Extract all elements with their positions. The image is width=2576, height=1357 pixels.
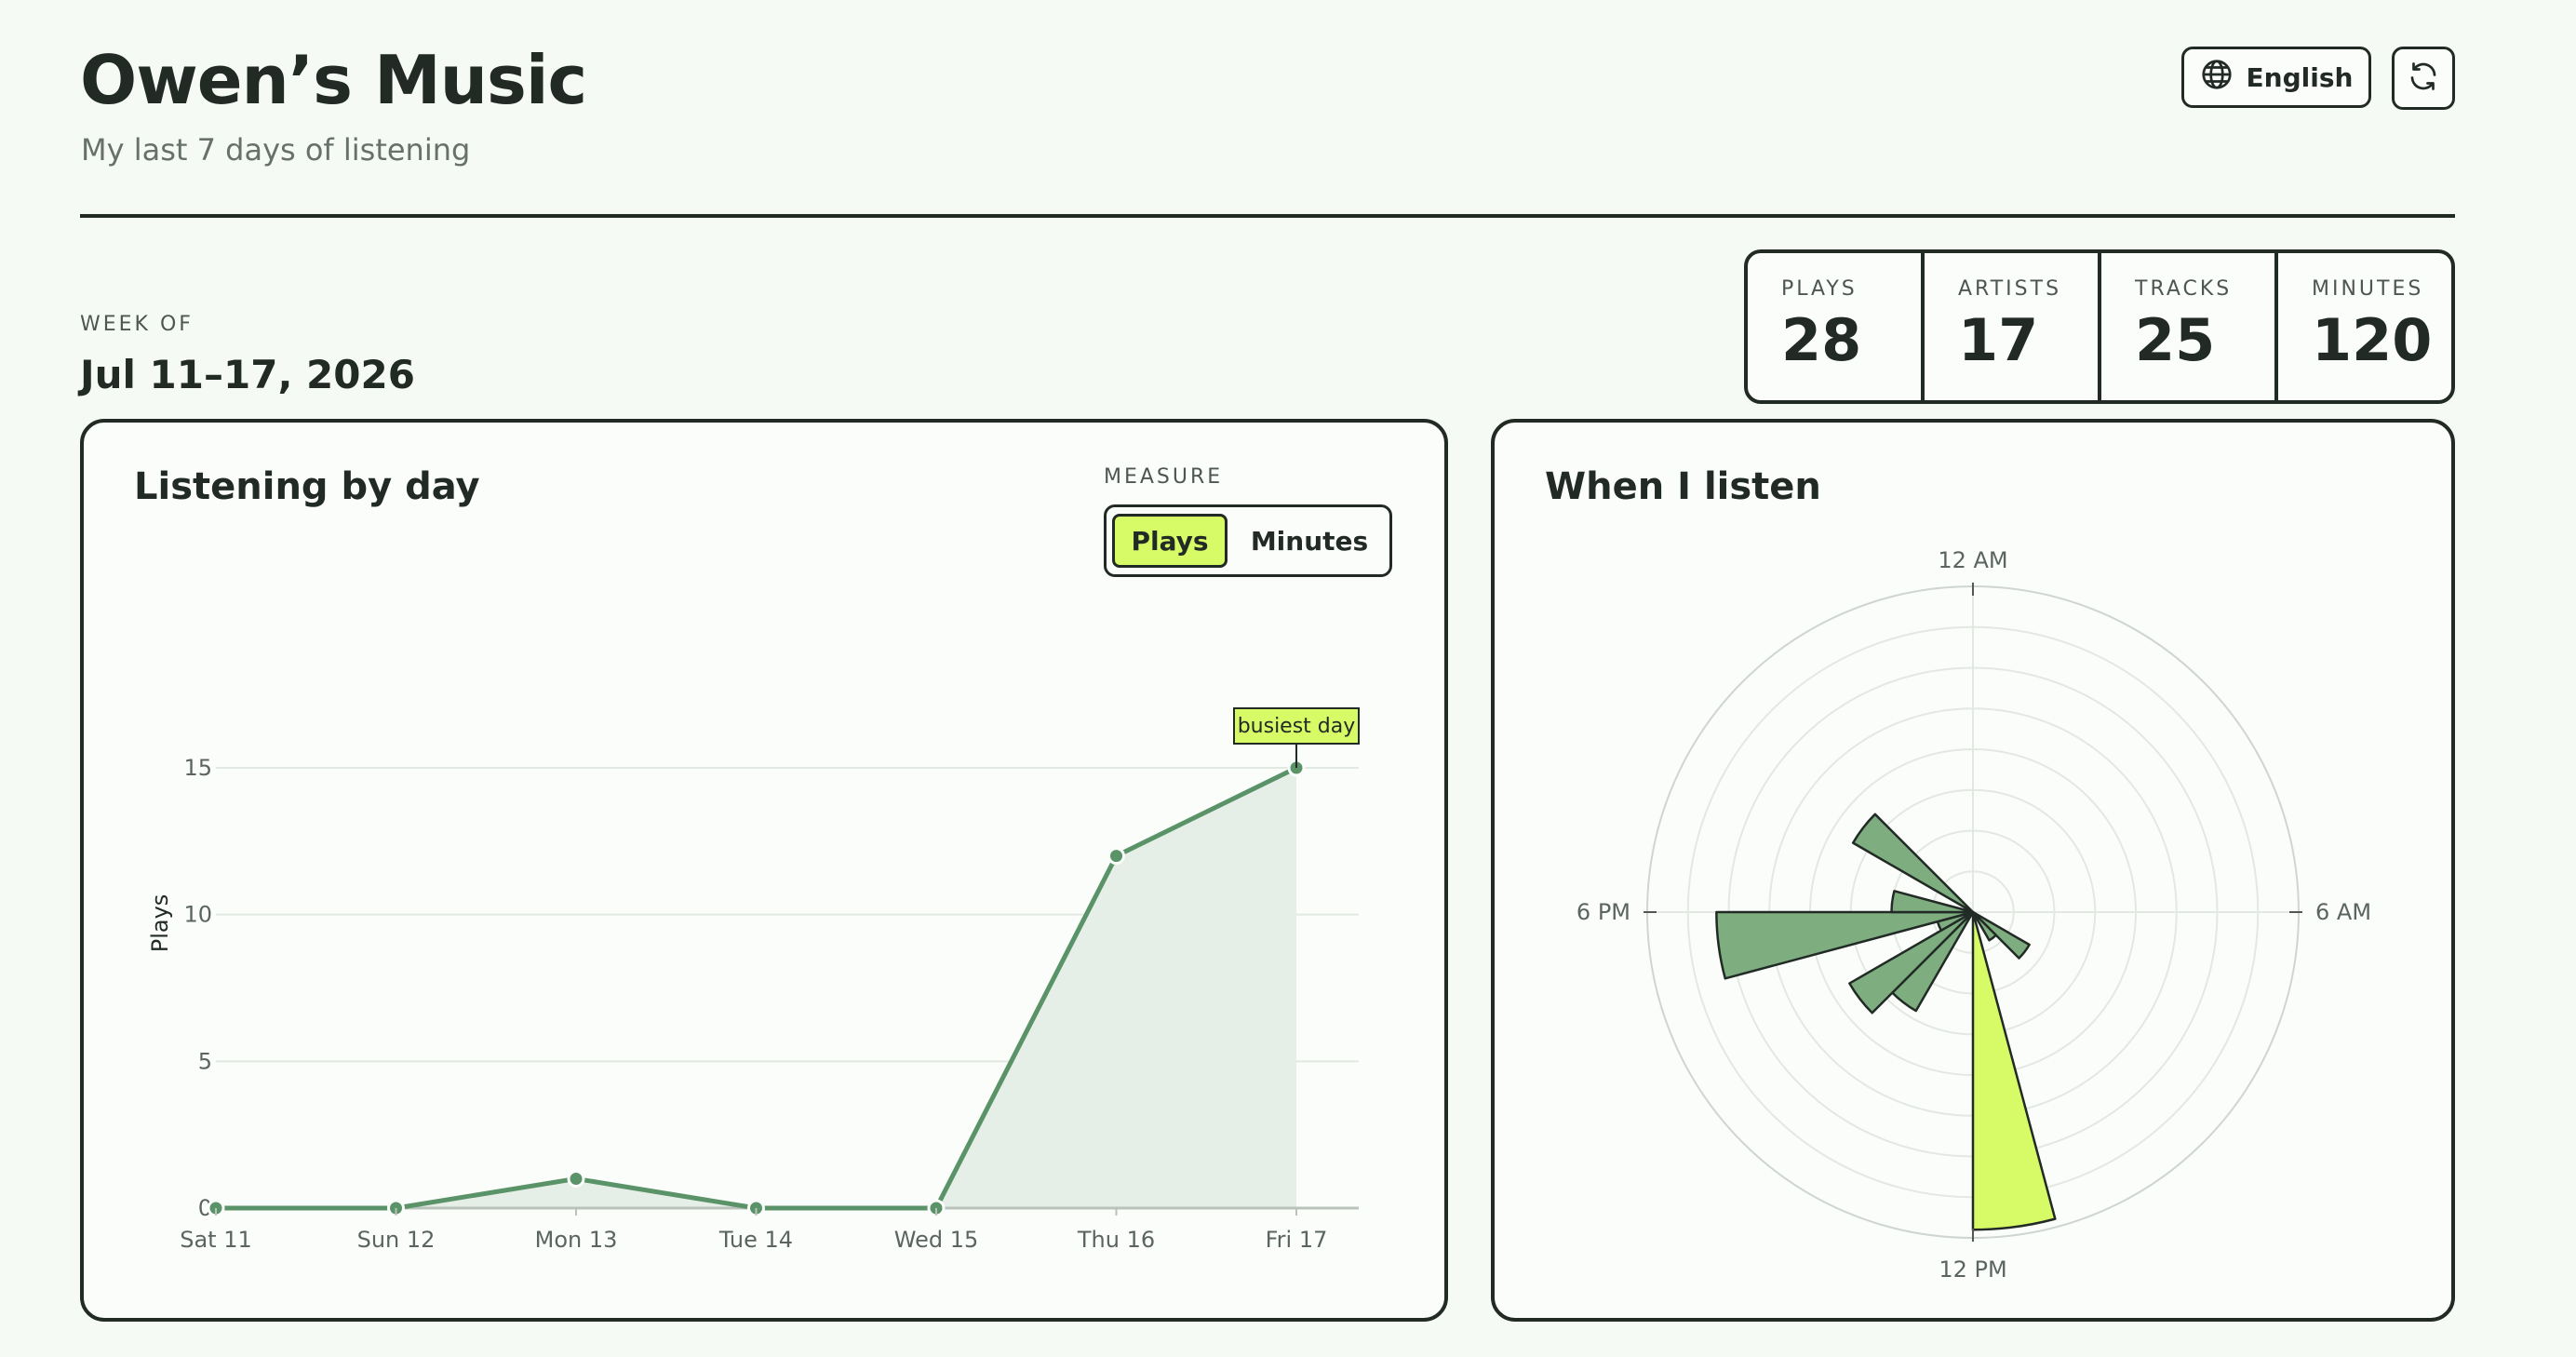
x-tick-label: Sat 11 <box>180 1227 252 1253</box>
data-point <box>1107 847 1125 866</box>
stat-value: 28 <box>1781 306 1862 374</box>
measure-toggle: Plays Minutes <box>1104 504 1392 577</box>
x-tick-label: Wed 15 <box>894 1227 979 1253</box>
stat-value: 25 <box>2135 306 2216 374</box>
polar-angle-label: 12 PM <box>1939 1256 2006 1283</box>
polar-bar <box>1715 910 1975 980</box>
stat-label: MINUTES <box>2312 277 2424 301</box>
annotation-label: busiest day <box>1238 715 1356 738</box>
polar-angle-label: 6 PM <box>1576 899 1630 925</box>
polar-bar-highlight <box>1971 910 2057 1231</box>
x-tick-label: Fri 17 <box>1266 1227 1328 1253</box>
polar-bar <box>1971 910 1997 942</box>
refresh-icon <box>2407 60 2440 97</box>
polar-bar <box>1971 910 2031 960</box>
page-title: Owen’s Music <box>80 41 587 119</box>
stat-tracks: TRACKS 25 <box>2098 253 2274 400</box>
polar-bar <box>1851 813 1975 914</box>
refresh-button[interactable] <box>2392 47 2455 110</box>
header-divider <box>80 214 2455 218</box>
x-tick-label: Thu 16 <box>1077 1227 1155 1253</box>
y-tick-label: 10 <box>183 902 212 928</box>
listening-by-day-title: Listening by day <box>134 465 480 508</box>
stat-artists: ARTISTS 17 <box>1921 253 2098 400</box>
x-tick-label: Mon 13 <box>535 1227 618 1253</box>
x-tick-label: Sun 12 <box>357 1227 436 1253</box>
stat-label: TRACKS <box>2135 277 2233 301</box>
data-point <box>567 1169 585 1188</box>
series-area <box>216 768 1296 1208</box>
polar-angle-label: 12 AM <box>1938 547 2007 573</box>
stat-label: PLAYS <box>1781 277 1858 301</box>
polar-bar <box>1890 890 1975 914</box>
stat-value: 17 <box>1958 306 2039 374</box>
polar-bar <box>1848 910 1975 1014</box>
stat-label: ARTISTS <box>1958 277 2062 301</box>
measure-label: MEASURE <box>1104 465 1224 489</box>
week-value: Jul 11–17, 2026 <box>80 352 415 397</box>
measure-option-minutes[interactable]: Minutes <box>1250 525 1369 557</box>
x-tick-label: Tue 14 <box>718 1227 793 1253</box>
language-button[interactable]: English <box>2181 47 2371 108</box>
when-i-listen-title: When I listen <box>1545 465 1821 508</box>
stat-value: 120 <box>2312 306 2433 374</box>
y-tick-label: 5 <box>198 1048 212 1074</box>
hour-polar-chart: 12 AM 6 AM 12 PM 6 PM <box>1576 547 2371 1283</box>
y-axis-label: Plays <box>147 894 173 953</box>
stat-minutes: MINUTES 120 <box>2274 253 2451 400</box>
week-label: WEEK OF <box>80 313 194 336</box>
annotation-box <box>1233 707 1360 745</box>
page-subtitle: My last 7 days of listening <box>81 132 471 168</box>
globe-icon <box>2200 58 2234 98</box>
stats-panel: PLAYS 28 ARTISTS 17 TRACKS 25 MINUTES 12… <box>1744 249 2455 404</box>
y-tick-label: 0 <box>198 1195 212 1221</box>
polar-angle-label: 6 AM <box>2315 899 2371 925</box>
measure-option-plays[interactable]: Plays <box>1112 514 1228 568</box>
daily-area-chart: 0 5 10 15 Plays Sat 11 Sun 12 Mon 13 Tue 14 Wed 1… <box>147 707 1360 1253</box>
y-tick-label: 15 <box>183 755 212 781</box>
stat-plays: PLAYS 28 <box>1748 253 1921 400</box>
language-label: English <box>2246 61 2354 93</box>
